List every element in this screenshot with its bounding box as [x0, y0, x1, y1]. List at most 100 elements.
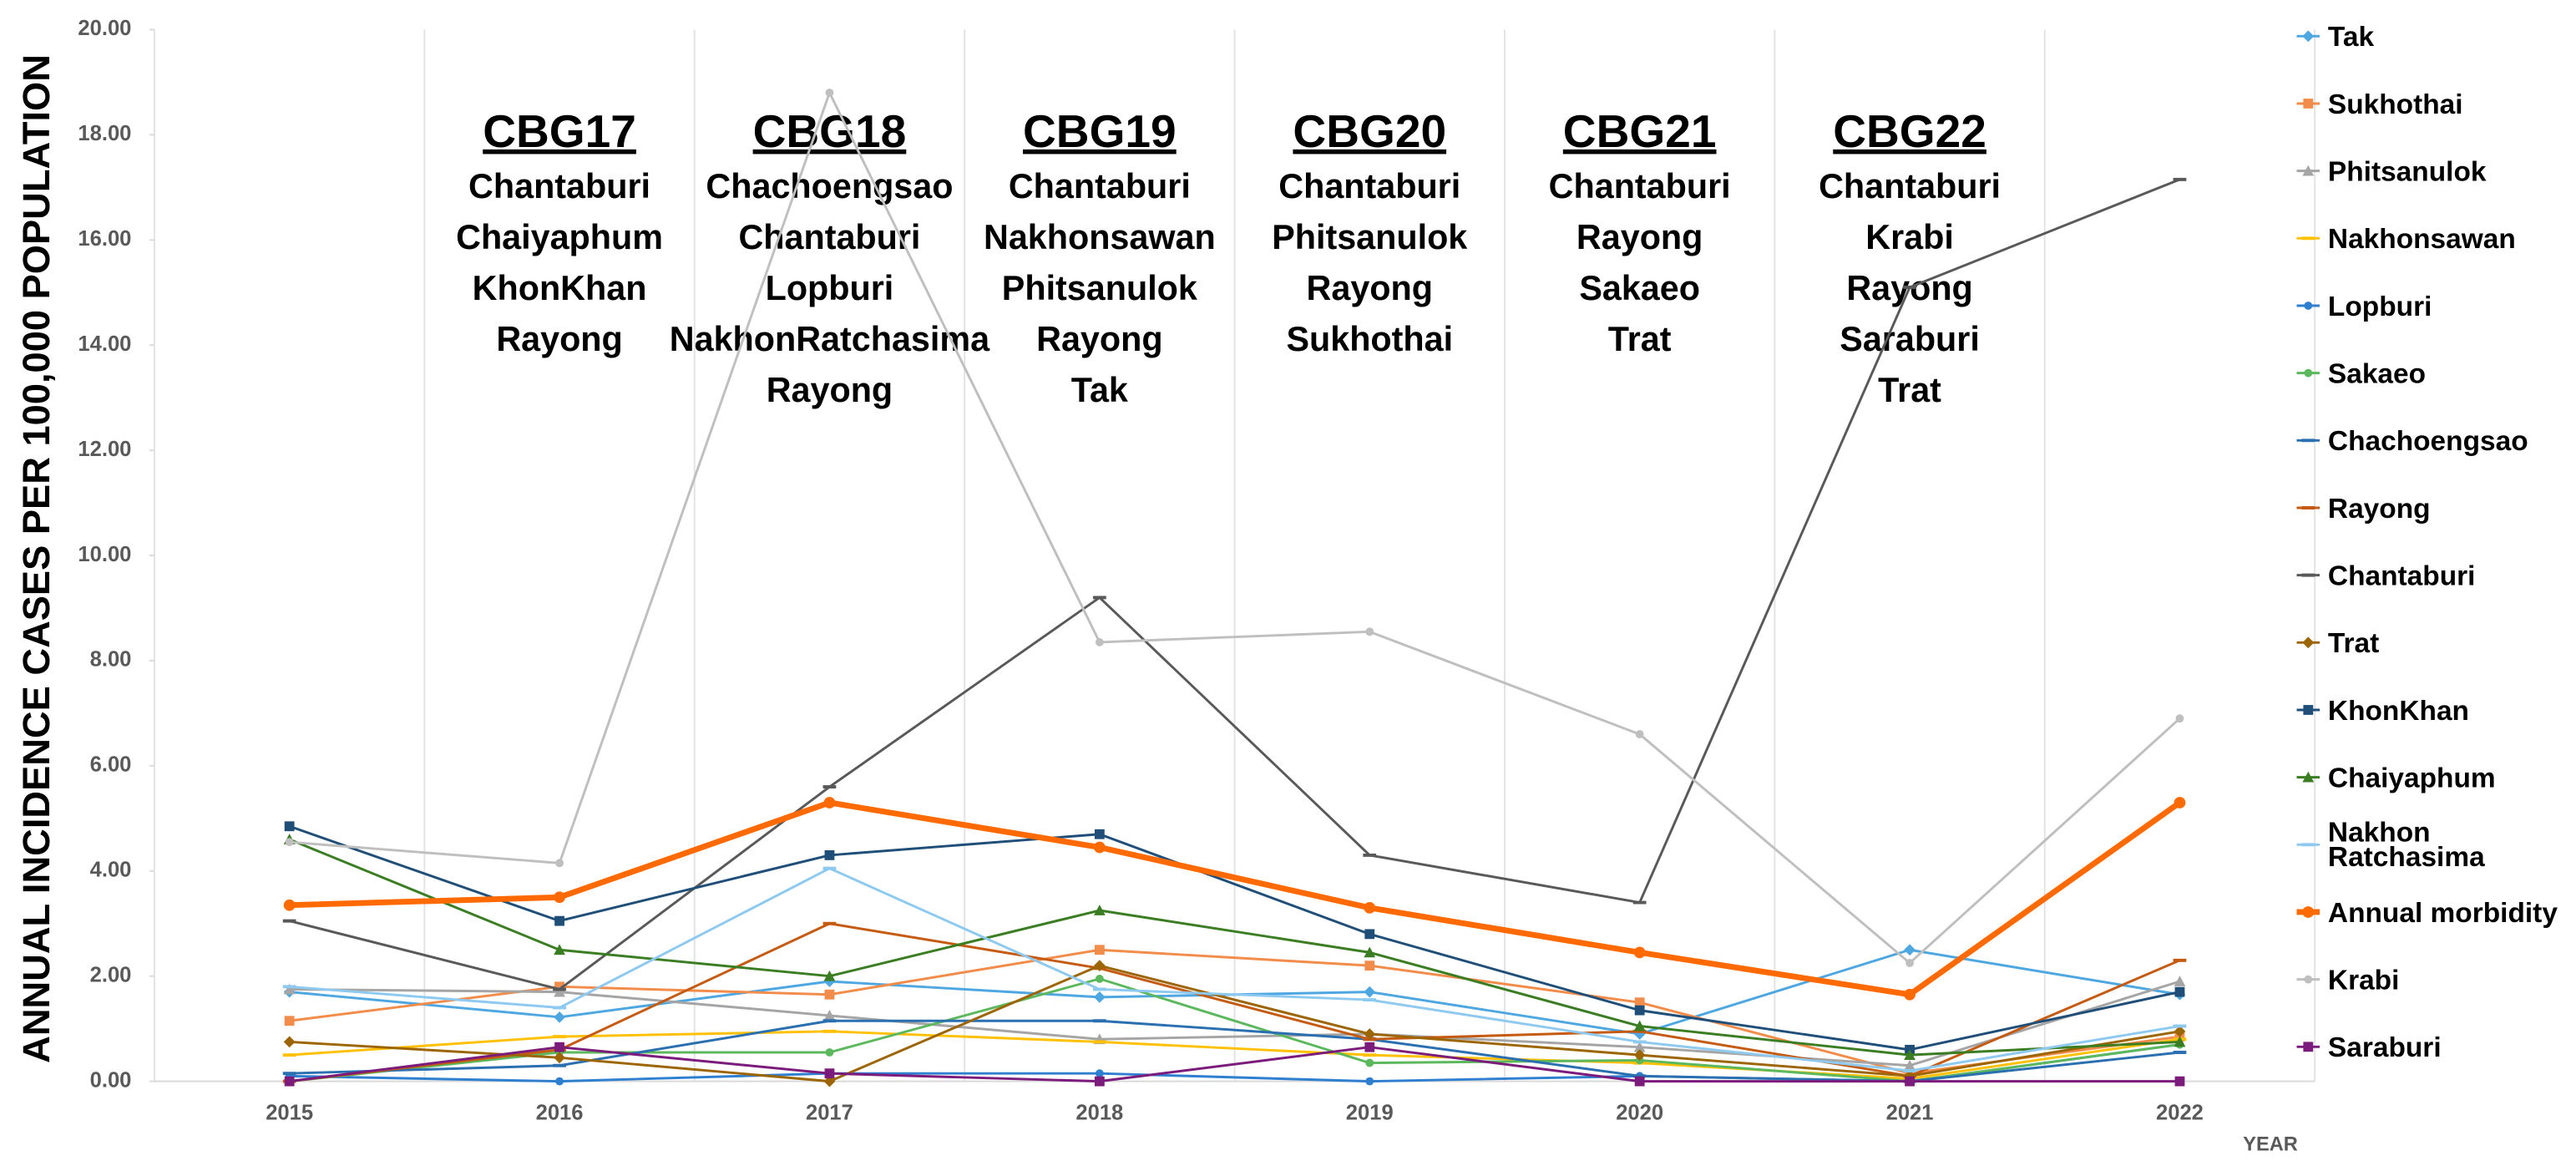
annotation-title: CBG19 — [1023, 105, 1177, 157]
annotation-line: Phitsanulok — [1002, 269, 1197, 307]
legend-entry: Tak — [2296, 23, 2374, 50]
annotation-line: Chaiyaphum — [456, 218, 663, 256]
annotation-title: CBG17 — [483, 105, 636, 157]
y-tick-label: 10.00 — [78, 543, 131, 566]
marker — [284, 821, 295, 832]
marker — [824, 989, 835, 1000]
legend-entry: Nakhonsawan — [2296, 225, 2516, 252]
legend-marker — [2303, 705, 2314, 715]
y-axis-title: ANNUAL INCIDENCE CASES PER 100,000 POPUL… — [15, 54, 58, 1063]
marker — [554, 1052, 565, 1064]
x-tick-label: 2017 — [806, 1102, 853, 1125]
marker — [2174, 1076, 2185, 1087]
legend-label-box: Sukhothai — [2327, 88, 2463, 119]
marker — [1093, 991, 1106, 1003]
marker — [1364, 901, 1376, 914]
legend-entry: Phitsanulok — [2296, 155, 2487, 187]
marker — [1095, 638, 1104, 646]
annotation-title: CBG20 — [1293, 105, 1446, 157]
annotation-line: Trat — [1608, 320, 1672, 358]
legend-entry: Sukhothai — [2296, 88, 2463, 119]
marker — [284, 1076, 295, 1087]
legend-label: Lopburi — [2327, 290, 2432, 322]
y-tick-label: 4.00 — [90, 859, 132, 882]
marker — [1634, 1076, 1645, 1087]
marker — [2175, 714, 2184, 723]
marker — [1095, 1069, 1104, 1078]
y-tick-label: 12.00 — [78, 438, 131, 461]
marker — [1364, 929, 1375, 940]
legend-entry: Saraburi — [2296, 1031, 2442, 1063]
marker — [285, 838, 294, 847]
marker — [554, 944, 565, 956]
annotation-line: Chantaburi — [1819, 167, 2001, 205]
line — [289, 922, 2181, 1083]
legend-label-box: Nakhonsawan — [2328, 225, 2516, 252]
annotation-line: Krabi — [1865, 218, 1954, 256]
legend-label-box: Rayong — [2328, 494, 2431, 521]
y-tick-label: 20.00 — [78, 17, 131, 40]
legend-label: Phitsanulok — [2327, 155, 2487, 187]
y-tick-label: 16.00 — [78, 227, 131, 251]
x-axis-title: YEAR — [2243, 1134, 2298, 1156]
annotation-line: Saraburi — [1840, 320, 1980, 358]
marker — [2174, 1025, 2186, 1037]
marker — [824, 850, 835, 860]
legend-marker — [2302, 636, 2315, 649]
legend-label-box: Tak — [2328, 23, 2374, 50]
annotation-line: KhonKhan — [473, 269, 647, 307]
marker — [825, 1048, 834, 1057]
marker — [1634, 1005, 1645, 1016]
marker — [1093, 905, 1106, 915]
legend-label-box: Krabi — [2328, 966, 2400, 993]
marker — [283, 899, 296, 911]
marker — [1633, 1041, 1646, 1052]
marker — [824, 1068, 835, 1079]
y-tick-label: 8.00 — [90, 648, 132, 672]
marker — [823, 1075, 836, 1087]
legend-marker — [2304, 368, 2313, 378]
x-tick-label: 2019 — [1346, 1102, 1394, 1125]
legend-label: Saraburi — [2327, 1031, 2442, 1063]
marker — [1094, 829, 1105, 839]
marker — [554, 915, 564, 926]
marker — [1364, 1042, 1375, 1052]
x-tick-label: 2022 — [2156, 1102, 2204, 1125]
legend-label-box: Phitsanulok — [2327, 155, 2487, 187]
legend-entry: Lopburi — [2296, 290, 2432, 322]
annotation-title: CBG22 — [1833, 105, 1986, 157]
annotation-title: CBG18 — [753, 105, 907, 157]
marker — [823, 970, 836, 981]
y-tick-label: 0.00 — [90, 1068, 132, 1092]
legend-label-box: Trat — [2328, 629, 2379, 656]
legend-label-box: KhonKhan — [2328, 696, 2469, 723]
annotation-line: Rayong — [1576, 218, 1703, 256]
line — [289, 838, 2180, 1057]
legend-label-box: Chaiyaphum — [2327, 761, 2496, 793]
annotation-line: Chantaburi — [468, 167, 650, 205]
marker — [2174, 797, 2186, 808]
annotation-line: Chantaburi — [1549, 167, 1731, 205]
marker — [1365, 627, 1374, 636]
marker — [554, 986, 565, 997]
marker — [554, 891, 565, 904]
series — [283, 797, 2186, 1001]
x-tick-label: 2018 — [1075, 1102, 1123, 1125]
marker — [1904, 988, 1916, 1001]
marker — [1093, 960, 1106, 972]
legend-entry: Chantaburi — [2296, 561, 2475, 589]
marker — [2174, 986, 2185, 997]
y-tick-label: 14.00 — [78, 332, 131, 356]
legend-entry: Rayong — [2296, 494, 2431, 522]
legend-label: Sukhothai — [2327, 88, 2463, 119]
legend-entry: Annual morbidity — [2296, 898, 2558, 926]
legend-label-box: Annual morbidity — [2328, 898, 2558, 925]
y-tick-label: 18.00 — [78, 122, 131, 145]
legend-label: Chaiyaphum — [2327, 761, 2496, 793]
marker — [283, 983, 296, 995]
marker — [1905, 1076, 1915, 1087]
series — [285, 89, 2184, 967]
marker — [1093, 841, 1106, 854]
annotation-line: Chantaburi — [1009, 167, 1191, 205]
line — [289, 824, 2180, 1052]
